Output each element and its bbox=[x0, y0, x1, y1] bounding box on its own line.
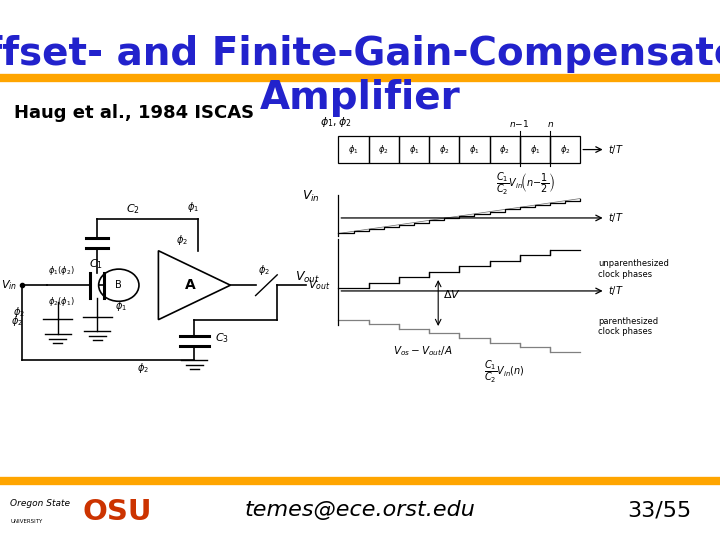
Text: $\phi_2$: $\phi_2$ bbox=[500, 143, 510, 156]
Text: Haug et al., 1984 ISCAS: Haug et al., 1984 ISCAS bbox=[14, 104, 255, 122]
Text: An Offset- and Finite-Gain-Compensated SC
Amplifier: An Offset- and Finite-Gain-Compensated S… bbox=[0, 35, 720, 117]
Bar bbox=[399, 136, 429, 164]
Text: parenthesized
clock phases: parenthesized clock phases bbox=[598, 317, 659, 336]
Bar bbox=[338, 136, 369, 164]
Bar bbox=[550, 136, 580, 164]
Text: $V_{out}$: $V_{out}$ bbox=[308, 278, 330, 292]
Text: $\Delta V$: $\Delta V$ bbox=[444, 288, 461, 300]
Text: $n\!-\!1$: $n\!-\!1$ bbox=[510, 118, 530, 129]
Text: $\phi_2$: $\phi_2$ bbox=[11, 314, 23, 328]
Text: $\phi_2$: $\phi_2$ bbox=[176, 233, 189, 247]
Text: $\phi_2$: $\phi_2$ bbox=[13, 305, 25, 319]
Text: unparenthesized
clock phases: unparenthesized clock phases bbox=[598, 259, 670, 279]
Text: B: B bbox=[115, 280, 122, 290]
Text: $V_{in}$: $V_{in}$ bbox=[302, 188, 320, 204]
Text: A: A bbox=[186, 278, 196, 292]
Text: $\phi_1$: $\phi_1$ bbox=[469, 143, 480, 156]
Text: $C_1$: $C_1$ bbox=[89, 257, 103, 271]
Text: $\phi_2$: $\phi_2$ bbox=[137, 361, 149, 375]
Text: $\phi_1$: $\phi_1$ bbox=[115, 299, 127, 313]
Text: 33/55: 33/55 bbox=[627, 500, 691, 521]
Text: $n$: $n$ bbox=[546, 120, 554, 129]
Text: OSU: OSU bbox=[82, 498, 152, 525]
Bar bbox=[520, 136, 550, 164]
Text: $\phi_1$: $\phi_1$ bbox=[409, 143, 419, 156]
Text: Oregon State: Oregon State bbox=[10, 499, 70, 508]
Text: $\phi_2$: $\phi_2$ bbox=[439, 143, 449, 156]
Text: UNIVERSITY: UNIVERSITY bbox=[10, 519, 42, 524]
Text: $\phi_2$: $\phi_2$ bbox=[560, 143, 570, 156]
Text: $\phi_1$: $\phi_1$ bbox=[530, 143, 540, 156]
Text: $\phi_1(\phi_2)$: $\phi_1(\phi_2)$ bbox=[48, 264, 75, 278]
Bar bbox=[429, 136, 459, 164]
Text: $C_3$: $C_3$ bbox=[215, 331, 228, 345]
Bar bbox=[369, 136, 399, 164]
Text: temes@ece.orst.edu: temes@ece.orst.edu bbox=[245, 500, 475, 521]
Text: $C_2$: $C_2$ bbox=[126, 202, 140, 216]
Text: $\phi_2(\phi_1)$: $\phi_2(\phi_1)$ bbox=[48, 295, 75, 308]
Text: $\phi_2$: $\phi_2$ bbox=[258, 262, 270, 276]
Text: $\phi_1,\phi_2$: $\phi_1,\phi_2$ bbox=[320, 115, 352, 129]
Text: $V_{in}$: $V_{in}$ bbox=[1, 278, 17, 292]
Text: $\phi_1$: $\phi_1$ bbox=[187, 200, 199, 214]
Text: $\phi_1$: $\phi_1$ bbox=[348, 143, 359, 156]
Text: $\dfrac{C_1}{C_2}V_{in}(n)$: $\dfrac{C_1}{C_2}V_{in}(n)$ bbox=[484, 358, 524, 384]
Text: $\phi_2$: $\phi_2$ bbox=[379, 143, 389, 156]
Text: $\dfrac{C_1}{C_2}V_{in}\!\left(n\!-\!\dfrac{1}{2}\right)$: $\dfrac{C_1}{C_2}V_{in}\!\left(n\!-\!\df… bbox=[495, 171, 554, 197]
Bar bbox=[459, 136, 490, 164]
Text: $V_{os}-V_{out}/A$: $V_{os}-V_{out}/A$ bbox=[393, 344, 453, 358]
Text: $V_{out}$: $V_{out}$ bbox=[295, 270, 320, 285]
Bar bbox=[490, 136, 520, 164]
Text: $t/T$: $t/T$ bbox=[608, 143, 624, 156]
Text: $t/T$: $t/T$ bbox=[608, 212, 624, 225]
Text: $t/T$: $t/T$ bbox=[608, 285, 624, 298]
